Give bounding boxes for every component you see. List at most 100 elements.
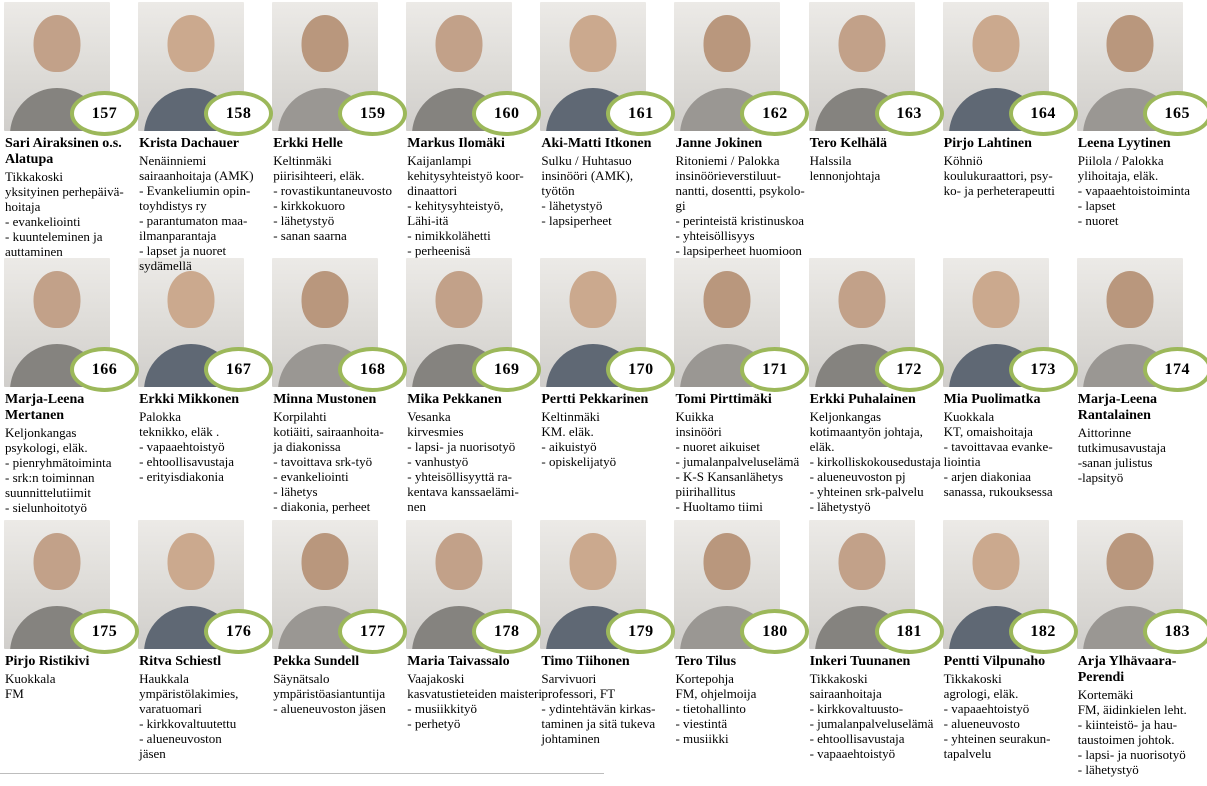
person-card: 176 Ritva Schiestl Haukkala ympäristölaki… [134, 518, 274, 786]
candidate-number: 158 [225, 104, 252, 122]
person-name: Tomi Pirttimäki [675, 392, 804, 408]
person-name-line: Erkki Helle [273, 136, 343, 151]
person-detail-line: - evankeliointi [5, 214, 81, 229]
candidate-number: 163 [896, 104, 922, 122]
candidate-number: 168 [359, 360, 386, 378]
person-detail-line: taminen ja sitä tukeva [541, 716, 656, 731]
person-name-line: Pirjo Ristikivi [5, 654, 90, 669]
person-detail-line: tapalvelu [943, 746, 992, 761]
candidate-number: 171 [762, 360, 788, 378]
person-detail-line: liointia [943, 454, 981, 469]
person-details: Tikkakoski agrologi, eläk. - vapaaehtoisty… [944, 671, 1073, 761]
person-details: Sulku / Huhtasuo insinööri (AMK), työtön - … [541, 153, 670, 228]
candidate-number: 162 [762, 104, 788, 122]
candidate-number-badge: 169 [472, 347, 542, 392]
candidate-number: 173 [1030, 360, 1056, 378]
person-name: Pekka Sundell [273, 654, 402, 670]
portrait-silhouette-head-icon [301, 271, 349, 328]
person-card: 167 Erkki Mikkonen Palokka teknikko, eläk… [134, 256, 274, 518]
person-detail-line: nen [407, 499, 427, 514]
person-detail-line: - alueneuvoston jäsen [273, 701, 386, 716]
person-card: 161 Aki-Matti Itkonen Sulku / Huhtasuo in… [536, 0, 676, 256]
candidate-number-badge: 162 [740, 91, 810, 136]
person-detail-line: - vapaaehtoistyö [139, 439, 225, 454]
person-name-line: Marja-Leena [5, 392, 85, 407]
person-details: Kuokkala KT, omaishoitaja - tavoittavaa ev… [944, 409, 1073, 499]
portrait-silhouette-head-icon [838, 533, 886, 590]
person-detail-line: piirisihteeri, eläk. [273, 168, 365, 183]
candidate-number: 181 [896, 622, 922, 640]
portrait-photo [540, 520, 647, 649]
person-detail-line: Nenäinniemi [139, 153, 207, 168]
person-name-line: Timo Tiihonen [541, 654, 630, 669]
person-details: Kortepohja FM, ohjelmoija - tietohallinto -… [675, 671, 804, 746]
person-detail-line: - kirkkokuoro [273, 198, 346, 213]
person-detail-line: FM [5, 686, 24, 701]
person-name: Pertti Pekkarinen [541, 392, 670, 408]
person-name-line: Leena Lyytinen [1077, 136, 1171, 151]
person-details: Vaajakoski kasvatustieteiden maisteri - mu… [407, 671, 542, 731]
person-detail-line: ja diakonissa [273, 439, 341, 454]
person-details: Keltinmäki KM. eläk. - aikuistyö - opiskeli… [541, 409, 670, 469]
person-detail-line: -lapsityö [1077, 470, 1124, 485]
person-details: Köhniö koulukuraattori, psy-ko- ja perhet… [944, 153, 1073, 198]
person-card: 177 Pekka Sundell Säynätsalo ympäristöasi… [268, 518, 408, 786]
person-detail-line: - tavoittava srk-työ [273, 454, 373, 469]
person-detail-line: Palokka [139, 409, 181, 424]
person-details: Sarvivuori professori, FT - ydintehtävän k… [541, 671, 670, 746]
person-name-line: Pentti Vilpunaho [943, 654, 1046, 669]
person-detail-line: - lapset ja nuoret [139, 243, 227, 258]
person-detail-line: - opiskelijatyö [541, 454, 617, 469]
person-detail-line: - lapsi- ja nuorisotyö [407, 439, 516, 454]
portrait-photo [4, 2, 110, 131]
person-detail-line: teknikko, eläk . [139, 424, 220, 439]
candidate-number: 160 [494, 104, 520, 122]
candidate-number: 172 [896, 360, 922, 378]
person-name: Inkeri Tuunanen [810, 654, 939, 670]
person-name: Timo Tiihonen [541, 654, 670, 670]
portrait-silhouette-head-icon [569, 533, 617, 590]
portrait-silhouette-head-icon [167, 271, 215, 328]
person-detail-line: Sulku / Huhtasuo [541, 153, 632, 168]
person-detail-line: eläk. [809, 439, 835, 454]
person-detail-line: sanassa, rukouksessa [943, 484, 1053, 499]
person-name: Arja Ylhävaara- Perendi [1078, 654, 1207, 686]
person-details: Palokka teknikko, eläk .- vapaaehtoistyö -… [139, 409, 268, 484]
person-detail-line: - Huoltamo tiimi [675, 499, 763, 514]
person-detail-line: kirvesmies [407, 424, 464, 439]
person-name-line: Mia Puolimatka [943, 392, 1041, 407]
portrait-silhouette-head-icon [167, 15, 215, 72]
person-detail-line: - ehtoollisavustaja [139, 454, 235, 469]
person-detail-line: - kirkolliskokousedustaja [809, 454, 941, 469]
portrait-silhouette-head-icon [33, 533, 81, 590]
person-detail-line: - lähetys [273, 484, 318, 499]
person-detail-line: Säynätsalo [273, 671, 330, 686]
person-details: Aittorinne tutkimusavustaja -sanan julistu… [1078, 425, 1207, 485]
candidate-number-badge: 174 [1142, 347, 1207, 392]
person-detail-line: - alueneuvoston [139, 731, 222, 746]
person-detail-line: - yhteinen srk-palvelu [809, 484, 924, 499]
person-detail-line: Kuokkala [5, 671, 56, 686]
person-detail-line: Piilola / Palokka [1077, 153, 1164, 168]
person-name: Mika Pekkanen [407, 392, 536, 408]
person-detail-line: KT, omaishoitaja [943, 424, 1033, 439]
candidate-number-badge: 168 [338, 347, 408, 392]
person-name-line: Marja-Leena [1077, 392, 1158, 407]
person-detail-line: - musiikki [675, 731, 729, 746]
person-detail-line: Keltinmäki [541, 409, 600, 424]
person-detail-line: - lähetystyö [541, 198, 603, 213]
candidate-number-badge: 159 [338, 91, 408, 136]
candidate-number: 182 [1030, 622, 1056, 640]
person-detail-line: - tietohallinto [675, 701, 746, 716]
portrait-silhouette-head-icon [33, 15, 81, 72]
person-detail-line: - vapaaehtoistyö [943, 701, 1030, 716]
candidate-number-badge: 175 [70, 609, 139, 654]
candidate-number-badge: 171 [740, 347, 810, 392]
person-detail-line: kehitysyhteistyö koor- [407, 168, 524, 183]
candidate-number-badge: 170 [606, 347, 676, 392]
person-detail-line: ympäristölakimies, [139, 686, 239, 701]
person-name-line: Tero Kelhälä [809, 136, 887, 151]
person-detail-line: - vanhustyö [407, 454, 469, 469]
candidate-number: 175 [91, 622, 118, 640]
person-details: Kaijanlampi kehitysyhteistyö koor-dinaatt… [407, 153, 536, 258]
